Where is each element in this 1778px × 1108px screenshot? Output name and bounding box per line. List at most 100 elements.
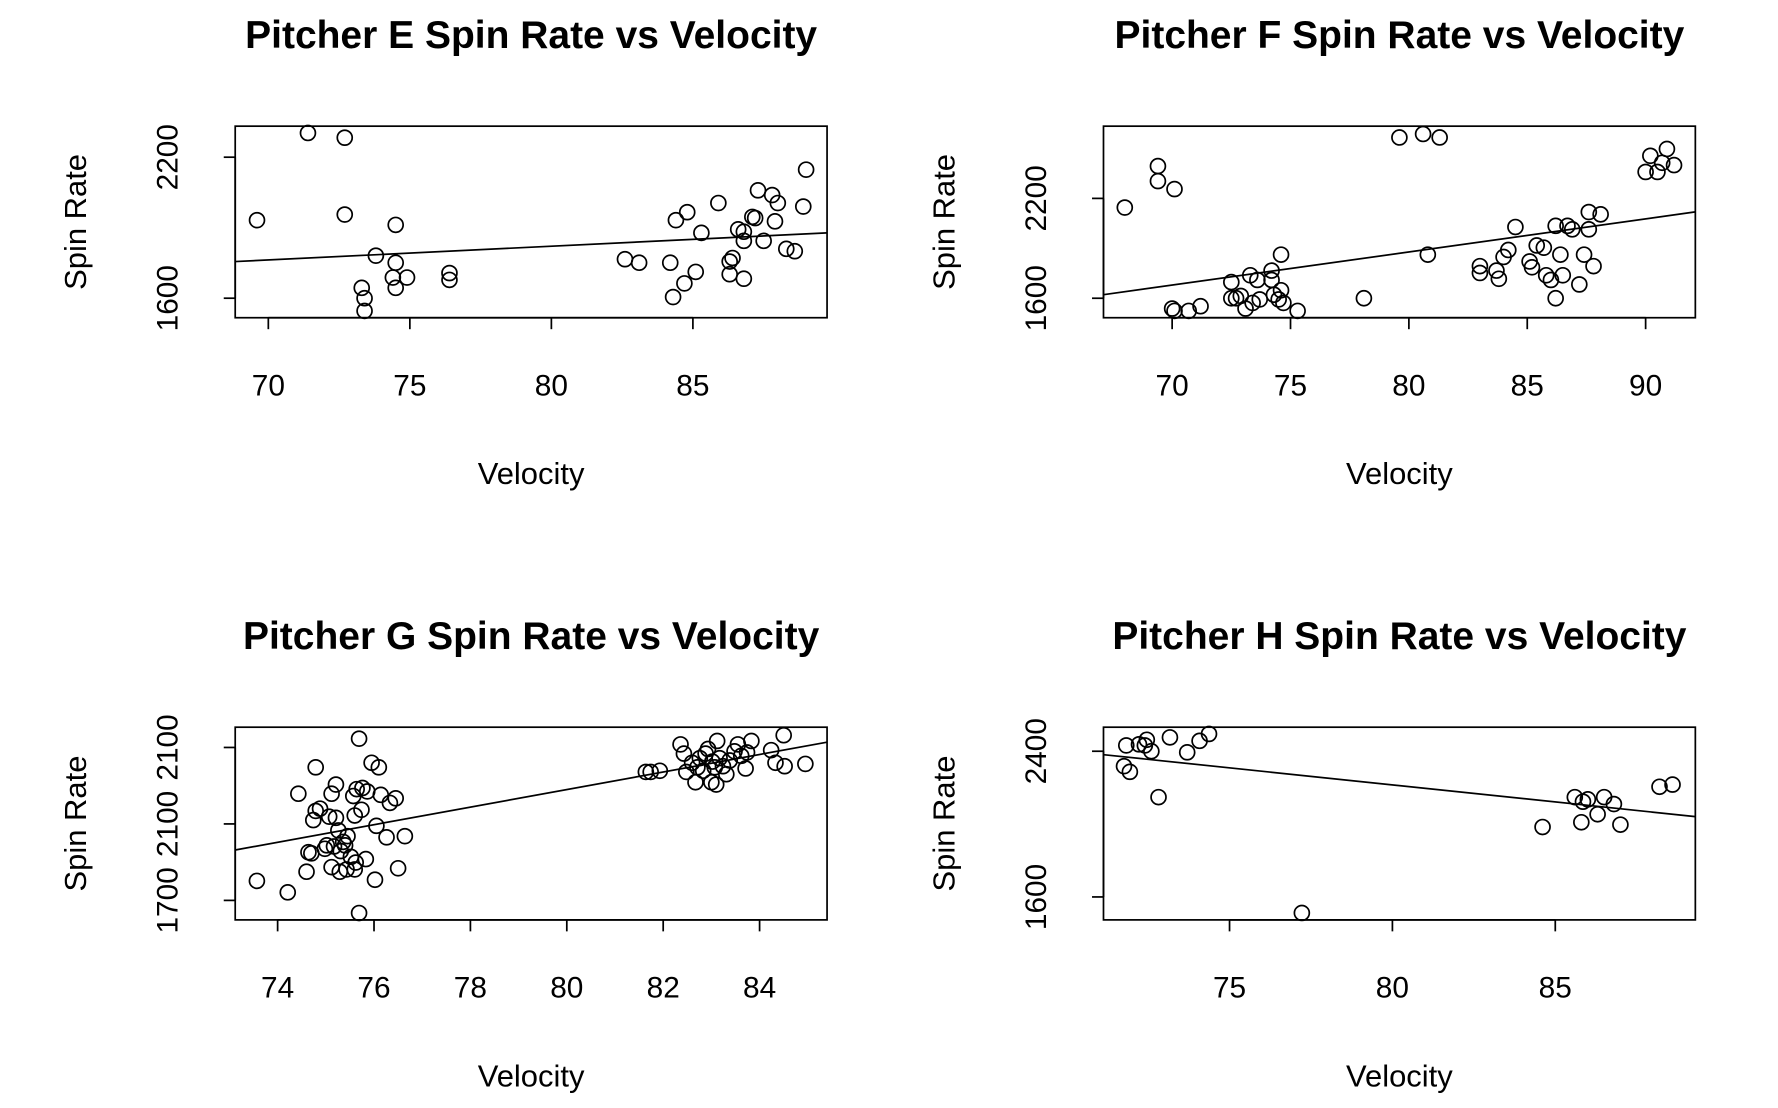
point <box>794 198 812 215</box>
point <box>1149 172 1167 190</box>
point <box>378 828 395 846</box>
point <box>797 161 815 178</box>
point <box>737 760 754 777</box>
point <box>298 863 315 881</box>
point <box>777 240 795 258</box>
point <box>1665 156 1683 174</box>
point <box>1121 763 1139 781</box>
point <box>1166 180 1183 198</box>
point <box>1161 729 1179 746</box>
point <box>1293 904 1311 922</box>
point <box>350 730 368 747</box>
point <box>1528 237 1546 254</box>
point <box>353 801 370 819</box>
point <box>1552 246 1569 263</box>
y-tick-label: 1600 <box>1020 864 1053 930</box>
point <box>1605 795 1623 813</box>
point <box>651 762 669 780</box>
chart-title: Pitcher G Spin Rate vs Velocity <box>243 615 820 658</box>
x-tick-label: 90 <box>1629 370 1662 403</box>
x-tick-label: 80 <box>1376 972 1409 1005</box>
point <box>735 270 753 288</box>
point <box>749 182 767 199</box>
point <box>1270 291 1287 308</box>
point <box>1637 163 1654 181</box>
point <box>1592 206 1609 223</box>
point <box>389 859 407 877</box>
point <box>1649 163 1666 181</box>
y-axis-label: Spin Rate <box>58 154 93 290</box>
x-tick-label: 75 <box>393 370 426 403</box>
point <box>707 776 725 793</box>
point <box>691 749 709 767</box>
point <box>332 842 350 860</box>
x-tick-label: 84 <box>743 972 776 1005</box>
point <box>1414 125 1432 143</box>
point <box>1115 757 1133 775</box>
x-tick-label: 85 <box>1539 972 1572 1005</box>
point <box>1488 262 1505 279</box>
point <box>769 194 787 212</box>
point <box>630 254 648 272</box>
y-tick-label: 2200 <box>152 124 185 190</box>
point <box>1178 744 1196 761</box>
point <box>721 752 739 769</box>
point <box>1507 218 1524 236</box>
point <box>616 250 634 268</box>
x-tick-label: 76 <box>357 972 390 1005</box>
x-tick-label: 78 <box>454 972 487 1005</box>
y-axis-label: Spin Rate <box>927 756 962 892</box>
point <box>746 209 764 227</box>
plot-box <box>234 726 828 921</box>
point <box>356 302 373 320</box>
y-tick-label: 2100 <box>152 714 185 780</box>
point <box>1537 266 1555 284</box>
point <box>775 726 793 744</box>
point <box>384 269 402 286</box>
point <box>357 850 375 868</box>
point <box>353 279 371 297</box>
y-axis-label: Spin Rate <box>58 756 93 892</box>
point <box>738 744 756 761</box>
point <box>318 837 336 854</box>
point <box>687 263 705 281</box>
point <box>755 232 772 250</box>
y-tick-label: 1600 <box>1020 265 1053 331</box>
point <box>290 785 307 803</box>
point <box>1117 737 1135 754</box>
plot-box <box>1102 726 1697 921</box>
point <box>350 904 368 922</box>
x-tick-label: 70 <box>1156 370 1189 403</box>
point <box>398 269 416 286</box>
point <box>708 732 726 750</box>
point <box>346 861 364 878</box>
point <box>1585 257 1602 275</box>
point <box>347 854 365 871</box>
x-tick-label: 75 <box>1274 370 1307 403</box>
point <box>1575 246 1593 263</box>
point <box>299 124 317 142</box>
point <box>1116 199 1134 216</box>
chart-title: Pitcher H Spin Rate vs Velocity <box>1112 615 1686 658</box>
point <box>776 757 793 775</box>
point <box>1471 257 1489 275</box>
point <box>1289 302 1306 320</box>
point <box>1547 289 1564 307</box>
point <box>387 254 405 272</box>
y-axis-label: Spin Rate <box>927 154 962 290</box>
point <box>1223 273 1240 291</box>
y-tick-label: 2200 <box>1020 165 1053 231</box>
point <box>336 206 354 223</box>
point <box>678 203 696 221</box>
point <box>693 224 710 242</box>
point <box>366 871 384 889</box>
point <box>711 749 728 767</box>
point <box>678 763 695 781</box>
x-tick-label: 80 <box>535 370 568 403</box>
point <box>1163 300 1181 317</box>
point <box>1664 776 1681 793</box>
point <box>248 872 266 890</box>
point <box>664 288 682 306</box>
point <box>694 762 712 780</box>
point <box>356 289 373 307</box>
